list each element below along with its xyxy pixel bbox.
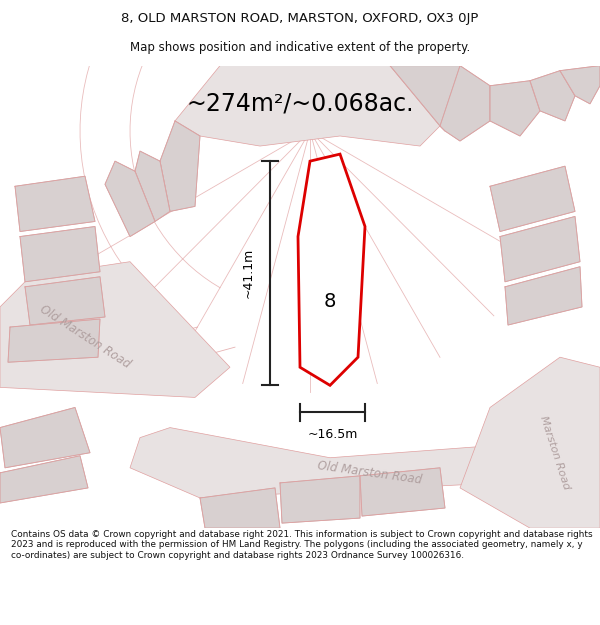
Polygon shape <box>20 226 100 282</box>
Polygon shape <box>490 81 540 136</box>
Polygon shape <box>560 66 600 104</box>
Text: 8, OLD MARSTON ROAD, MARSTON, OXFORD, OX3 0JP: 8, OLD MARSTON ROAD, MARSTON, OXFORD, OX… <box>121 12 479 25</box>
Polygon shape <box>500 216 580 282</box>
Polygon shape <box>505 267 582 325</box>
Polygon shape <box>105 161 155 236</box>
Polygon shape <box>490 166 575 231</box>
Polygon shape <box>160 121 200 211</box>
Polygon shape <box>298 154 365 386</box>
Text: Marston Road: Marston Road <box>538 414 572 491</box>
Polygon shape <box>440 66 490 141</box>
Text: Contains OS data © Crown copyright and database right 2021. This information is : Contains OS data © Crown copyright and d… <box>11 530 592 560</box>
Polygon shape <box>0 262 230 398</box>
Text: Old Marston Road: Old Marston Road <box>37 303 133 371</box>
Polygon shape <box>8 319 100 362</box>
Polygon shape <box>280 476 360 523</box>
Polygon shape <box>175 66 440 146</box>
Text: Map shows position and indicative extent of the property.: Map shows position and indicative extent… <box>130 41 470 54</box>
Text: ~41.1m: ~41.1m <box>241 248 254 298</box>
Polygon shape <box>0 408 90 468</box>
Text: ~274m²/~0.068ac.: ~274m²/~0.068ac. <box>186 92 414 116</box>
Polygon shape <box>460 357 600 528</box>
Polygon shape <box>135 151 170 221</box>
Polygon shape <box>130 428 600 498</box>
Polygon shape <box>360 468 445 516</box>
Text: Old Marston Road: Old Marston Road <box>317 459 423 487</box>
Polygon shape <box>530 71 575 121</box>
Polygon shape <box>390 66 470 131</box>
Text: ~16.5m: ~16.5m <box>307 428 358 441</box>
Polygon shape <box>25 277 105 325</box>
Polygon shape <box>15 176 95 231</box>
Text: 8: 8 <box>324 292 336 311</box>
Polygon shape <box>0 456 88 503</box>
Polygon shape <box>200 488 280 528</box>
